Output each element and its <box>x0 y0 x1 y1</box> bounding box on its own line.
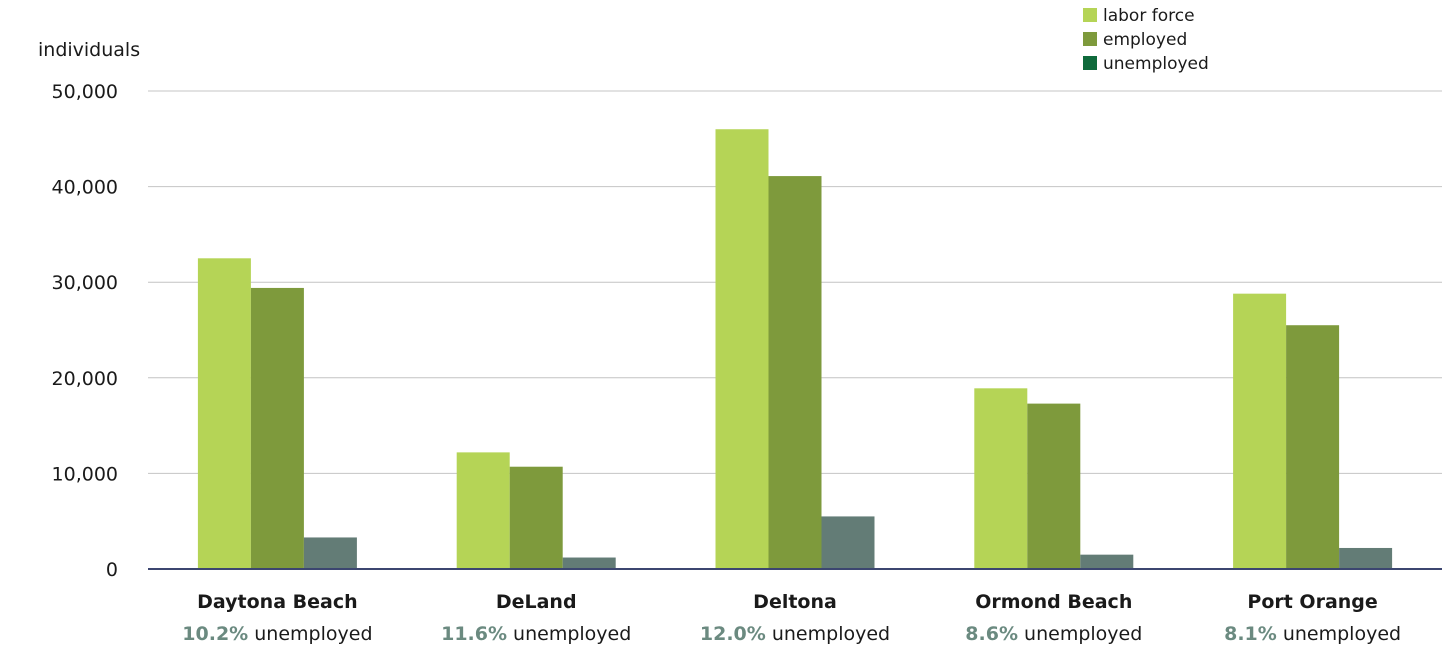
bar-unemployed <box>821 516 875 569</box>
unemployment-note-text: unemployed <box>507 623 631 645</box>
legend: labor force employed unemployed <box>1083 6 1209 74</box>
unemployment-note-text: unemployed <box>766 623 890 645</box>
bar-employed <box>1286 325 1340 569</box>
category-label: DeLand <box>496 591 577 613</box>
y-tick-label: 20,000 <box>52 368 118 390</box>
bars <box>197 129 1393 570</box>
y-tick-label: 10,000 <box>52 463 118 485</box>
bar-labor-force <box>197 258 251 569</box>
bar-employed <box>509 466 563 569</box>
unemployment-rate: 8.6% <box>965 623 1018 645</box>
bar-labor-force <box>1233 293 1287 569</box>
unemployment-note: 8.1% unemployed <box>1224 623 1401 645</box>
legend-label: labor force <box>1103 6 1195 26</box>
y-tick-label: 50,000 <box>52 81 118 103</box>
bar-unemployed <box>562 557 616 569</box>
bar-unemployed <box>303 537 357 569</box>
y-tick-label: 40,000 <box>52 177 118 199</box>
legend-label: employed <box>1103 30 1187 50</box>
unemployment-note: 12.0% unemployed <box>700 623 890 645</box>
category-label: Ormond Beach <box>975 591 1132 613</box>
legend-swatch <box>1083 32 1097 46</box>
legend-label: unemployed <box>1103 54 1209 74</box>
unemployment-note: 8.6% unemployed <box>965 623 1142 645</box>
unemployment-note: 10.2% unemployed <box>182 623 372 645</box>
bar-employed <box>250 287 304 569</box>
unemployment-note-text: unemployed <box>248 623 372 645</box>
bar-labor-force <box>715 129 769 570</box>
unemployment-rate: 10.2% <box>182 623 248 645</box>
bar-employed <box>768 176 822 570</box>
category-labels: Daytona Beach 10.2% unemployed DeLand 11.6%… <box>182 591 1401 645</box>
unemployment-rate: 12.0% <box>700 623 766 645</box>
bar-employed <box>1027 403 1081 569</box>
y-axis-label: individuals <box>38 39 140 61</box>
bar-labor-force <box>456 452 510 569</box>
bar-unemployed <box>1339 547 1393 569</box>
legend-swatch <box>1083 56 1097 70</box>
legend-swatch <box>1083 8 1097 22</box>
y-tick-label: 30,000 <box>52 272 118 294</box>
unemployment-rate: 11.6% <box>441 623 507 645</box>
category-label: Deltona <box>753 591 837 613</box>
unemployment-note-text: unemployed <box>1018 623 1142 645</box>
y-tick-labels: 0 10,000 20,000 30,000 40,000 50,000 <box>52 81 118 581</box>
category-label: Daytona Beach <box>197 591 357 613</box>
unemployment-note: 11.6% unemployed <box>441 623 631 645</box>
bar-unemployed <box>1080 554 1134 569</box>
bar-labor-force <box>974 388 1028 569</box>
y-tick-label: 0 <box>106 559 118 581</box>
unemployment-rate: 8.1% <box>1224 623 1277 645</box>
category-label: Port Orange <box>1247 591 1377 613</box>
unemployment-note-text: unemployed <box>1277 623 1401 645</box>
